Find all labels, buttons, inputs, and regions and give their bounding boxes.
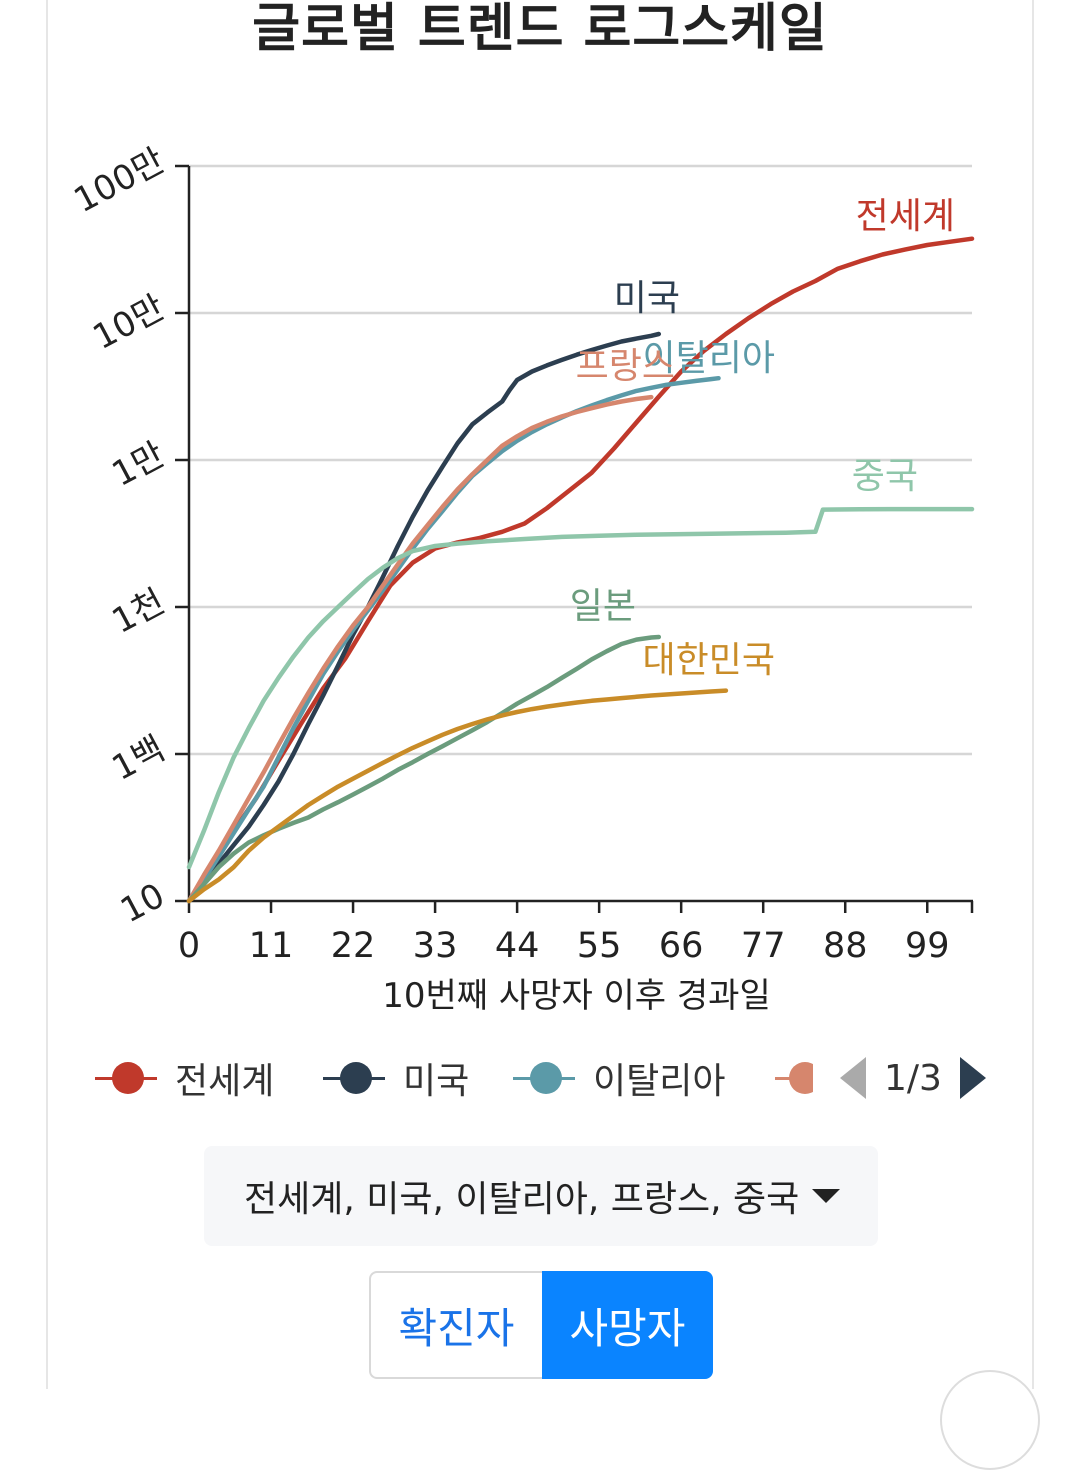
legend-item-world[interactable]: 전세계 [95, 1046, 274, 1110]
deaths-button[interactable]: 사망자 [542, 1271, 713, 1379]
x-tick-label: 99 [905, 926, 950, 966]
floating-action-button[interactable] [940, 1370, 1040, 1470]
line-chart: 10 1백 1천 1만 10만 100만 0 11 22 33 44 55 66 77 88 99 10번째 사… [68, 141, 975, 1016]
series-annotation: 미국 [614, 278, 680, 319]
legend-swatch-usa [323, 1058, 385, 1098]
legend-page-indicator: 1/3 [884, 1057, 942, 1099]
y-tick-label: 10만 [87, 288, 172, 358]
legend-label-world: 전세계 [175, 1061, 275, 1102]
x-tick-label: 0 [178, 926, 200, 966]
x-tick-label: 22 [331, 926, 376, 966]
y-tick-label: 1만 [106, 435, 172, 495]
x-tick-label: 77 [741, 926, 786, 966]
series-annotation: 전세계 [856, 196, 955, 237]
country-select[interactable]: 전세계, 미국, 이탈리아, 프랑스, 중국 [204, 1146, 878, 1246]
legend-next-arrow-icon[interactable] [959, 1057, 986, 1099]
page-frame [46, 0, 1034, 1389]
y-tick-label: 100만 [68, 141, 172, 221]
series-line [186, 331, 662, 904]
series-annotation: 프랑스 [576, 346, 675, 387]
legend-dot [112, 1062, 144, 1094]
legend-item-usa[interactable]: 미국 [323, 1046, 469, 1110]
y-tick-label: 1백 [106, 729, 172, 789]
x-tick-label: 44 [495, 926, 540, 966]
legend-label-italy: 이탈리아 [593, 1061, 726, 1102]
series-annotation: 대한민국 [643, 640, 775, 681]
series-line [186, 506, 975, 870]
series-annotation: 일본 [570, 586, 636, 627]
y-tick-label: 10 [114, 876, 171, 932]
caret-down-icon [812, 1189, 840, 1203]
x-tick-label: 33 [413, 926, 458, 966]
x-tick-label: 88 [823, 926, 868, 966]
legend-dot [789, 1062, 813, 1094]
series-annotation: 중국 [852, 456, 918, 497]
series-line [186, 634, 662, 904]
series-line [186, 688, 729, 904]
x-axis-label: 10번째 사망자 이후 경과일 [382, 976, 771, 1016]
x-tick-label: 66 [659, 926, 704, 966]
legend-item-italy[interactable]: 이탈리아 [513, 1046, 725, 1110]
series-annotation: 이탈리아 [643, 338, 775, 379]
legend-item-france-partial[interactable] [775, 1058, 813, 1098]
page-title: 글로벌 트렌드 로그스케일 [252, 0, 828, 59]
legend-prev-arrow-icon[interactable] [840, 1057, 866, 1099]
country-select-value: 전세계, 미국, 이탈리아, 프랑스, 중국 [244, 1179, 800, 1220]
series-line [186, 236, 975, 904]
legend-swatch-italy [513, 1058, 575, 1098]
legend-label-usa: 미국 [403, 1061, 470, 1102]
legend-line [775, 1077, 795, 1080]
metric-toggle: 확진자 사망자 [369, 1271, 713, 1379]
series-line [186, 394, 654, 904]
x-tick-label: 55 [577, 926, 622, 966]
legend-dot [340, 1062, 372, 1094]
legend-pager: 1/3 [840, 1046, 986, 1110]
legend-swatch-world [95, 1058, 157, 1098]
legend-dot [530, 1062, 562, 1094]
chart-legend: 전세계 미국 이탈리아 1/3 [95, 1046, 1015, 1110]
y-tick-label: 1천 [106, 582, 172, 642]
confirmed-button[interactable]: 확진자 [369, 1271, 542, 1379]
x-tick-label: 11 [249, 926, 294, 966]
